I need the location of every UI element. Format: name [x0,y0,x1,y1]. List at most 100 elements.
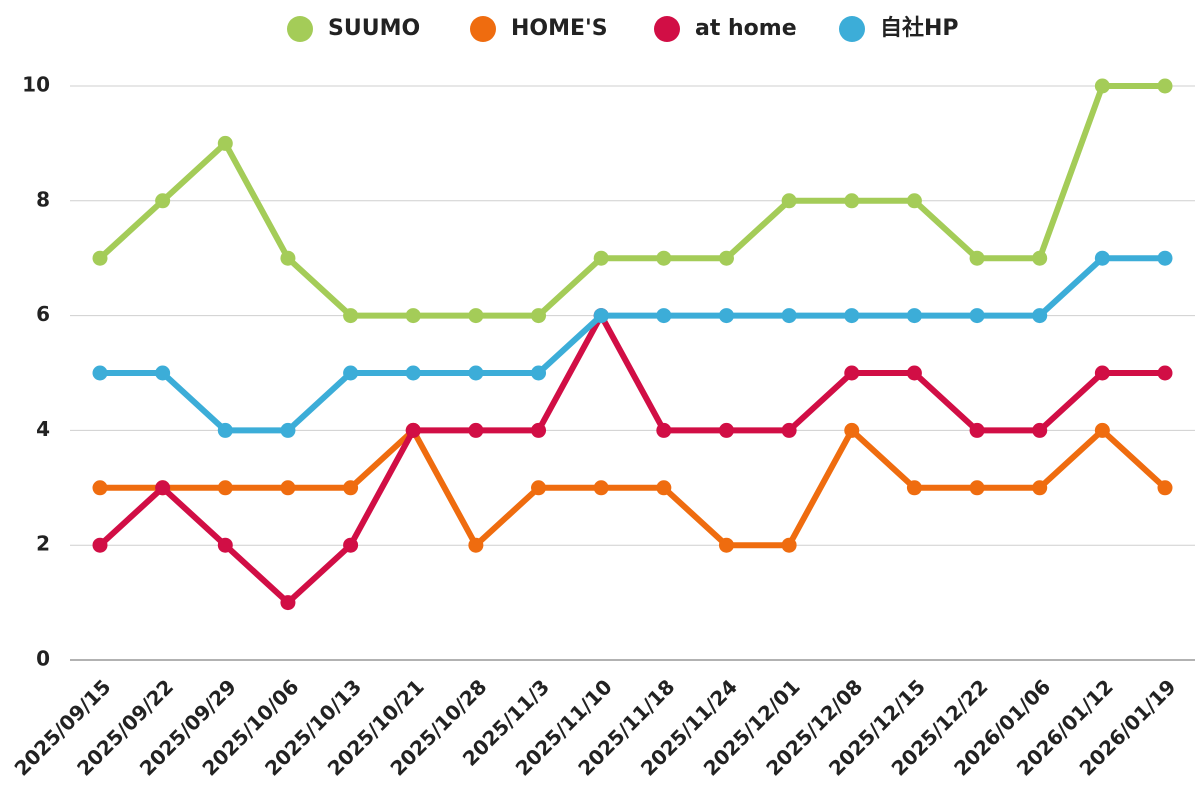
data-point [844,193,860,209]
data-point [531,480,547,496]
data-point [906,480,922,496]
legend-swatch [839,16,865,42]
data-point [343,537,359,553]
data-point [405,365,421,381]
data-point [1157,365,1173,381]
series-lines [92,78,1173,611]
data-point [1094,365,1110,381]
data-point [1157,250,1173,266]
legend-label: at home [695,16,797,41]
data-point [593,308,609,324]
data-point [217,422,233,438]
data-point [468,422,484,438]
data-point [531,365,547,381]
data-point [593,250,609,266]
data-point [969,250,985,266]
data-point [468,308,484,324]
legend: SUUMO HOME'S at home 自社HP [287,15,959,42]
legend-item: HOME'S [470,16,608,42]
data-point [1157,78,1173,94]
data-point [781,193,797,209]
data-point [280,480,296,496]
legend-swatch [287,16,313,42]
data-point [343,365,359,381]
data-point [656,422,672,438]
series-line [97,312,1168,606]
data-point [906,308,922,324]
y-tick-label: 10 [22,73,50,97]
data-point [656,250,672,266]
data-point [906,193,922,209]
data-point [1032,308,1048,324]
data-point [217,537,233,553]
data-point [718,308,734,324]
series-group [92,308,1173,611]
data-point [92,365,108,381]
data-point [155,365,171,381]
y-tick-label: 2 [36,532,50,556]
data-point [969,308,985,324]
legend-label: HOME'S [511,16,608,41]
data-point [718,537,734,553]
data-point [844,308,860,324]
y-tick-label: 0 [36,647,50,671]
data-point [718,250,734,266]
data-point [92,480,108,496]
data-point [844,365,860,381]
legend-item: 自社HP [839,15,959,42]
data-point [280,595,296,611]
legend-swatch [470,16,496,42]
data-point [1032,422,1048,438]
series-line [97,427,1168,549]
data-point [1157,480,1173,496]
data-point [781,308,797,324]
series-line [97,83,1168,319]
data-point [468,365,484,381]
data-point [531,422,547,438]
y-tick-label: 8 [36,187,50,211]
x-axis-ticks: 2025/09/152025/09/222025/09/292025/10/06… [10,675,1181,781]
data-point [343,480,359,496]
series-group [92,78,1173,324]
data-point [343,308,359,324]
data-point [718,422,734,438]
data-point [92,537,108,553]
legend-label: 自社HP [880,15,959,41]
data-point [656,480,672,496]
data-point [405,422,421,438]
data-point [155,193,171,209]
legend-item: SUUMO [287,16,420,42]
y-tick-label: 6 [36,302,50,326]
data-point [781,537,797,553]
legend-item: at home [654,16,797,42]
y-axis-ticks: 0 2 4 6 8 10 [22,73,50,671]
data-point [1032,250,1048,266]
legend-swatch [654,16,680,42]
data-point [1094,250,1110,266]
data-point [405,308,421,324]
data-point [280,422,296,438]
data-point [969,480,985,496]
data-point [531,308,547,324]
data-point [1032,480,1048,496]
data-point [969,422,985,438]
data-point [155,480,171,496]
data-point [781,422,797,438]
legend-label: SUUMO [328,16,420,41]
data-point [1094,422,1110,438]
data-point [656,308,672,324]
data-point [906,365,922,381]
data-point [217,480,233,496]
data-point [844,422,860,438]
series-line [97,255,1168,434]
data-point [593,480,609,496]
series-group [92,422,1173,553]
series-group [92,250,1173,438]
data-point [1094,78,1110,94]
data-point [280,250,296,266]
data-point [92,250,108,266]
y-tick-label: 4 [36,417,50,441]
data-point [468,537,484,553]
data-point [217,135,233,151]
